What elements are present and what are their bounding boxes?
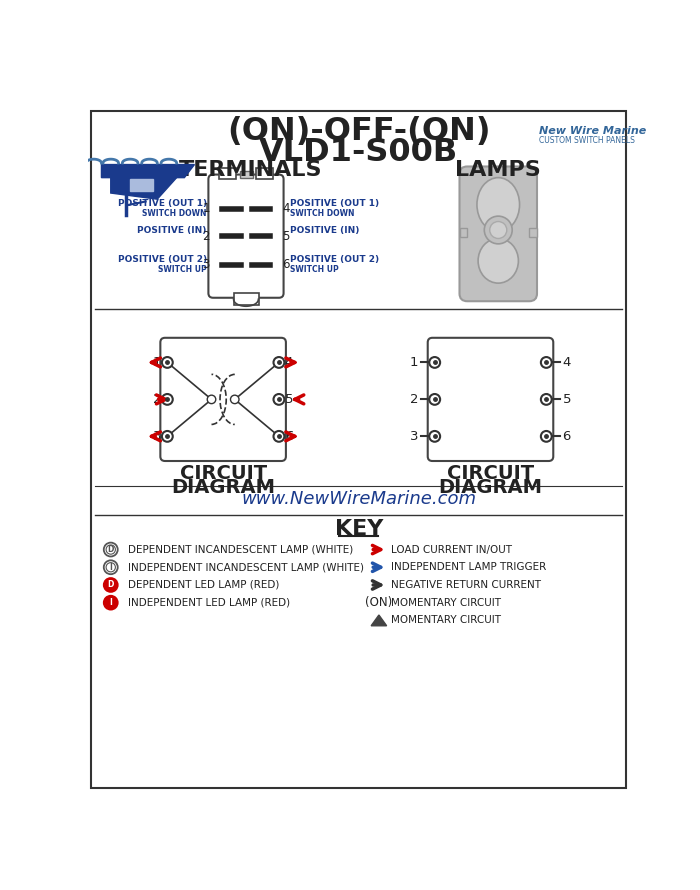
Text: MOMENTARY CIRCUIT: MOMENTARY CIRCUIT — [391, 615, 501, 626]
Circle shape — [104, 561, 118, 574]
Text: 2: 2 — [202, 230, 210, 243]
Text: CIRCUIT: CIRCUIT — [180, 464, 267, 482]
Circle shape — [429, 357, 440, 368]
Text: SWITCH UP: SWITCH UP — [158, 264, 207, 274]
Text: KEY: KEY — [335, 519, 383, 538]
Circle shape — [274, 431, 284, 441]
Text: LAMPS: LAMPS — [456, 160, 541, 180]
Circle shape — [230, 395, 239, 404]
Text: 6: 6 — [282, 258, 290, 271]
Circle shape — [106, 598, 116, 607]
Text: D: D — [108, 580, 114, 589]
Text: POSITIVE (OUT 1): POSITIVE (OUT 1) — [290, 199, 379, 208]
Circle shape — [429, 394, 440, 405]
Text: 3: 3 — [202, 258, 210, 271]
FancyBboxPatch shape — [240, 171, 253, 178]
FancyBboxPatch shape — [130, 179, 153, 191]
Text: INDEPENDENT LAMP TRIGGER: INDEPENDENT LAMP TRIGGER — [391, 562, 547, 572]
FancyBboxPatch shape — [256, 168, 273, 179]
Text: INDEPENDENT LED LAMP (RED): INDEPENDENT LED LAMP (RED) — [128, 598, 290, 608]
Text: SWITCH UP: SWITCH UP — [290, 264, 339, 274]
Ellipse shape — [477, 178, 519, 231]
Text: SWITCH DOWN: SWITCH DOWN — [290, 209, 354, 218]
Text: 4: 4 — [285, 356, 293, 369]
Text: CIRCUIT: CIRCUIT — [447, 464, 534, 482]
Circle shape — [162, 431, 173, 441]
Text: (ON)-OFF-(ON): (ON)-OFF-(ON) — [227, 116, 491, 147]
FancyBboxPatch shape — [459, 166, 537, 301]
Circle shape — [106, 545, 116, 554]
Text: 3: 3 — [410, 430, 419, 443]
Text: MOMENTARY CIRCUIT: MOMENTARY CIRCUIT — [391, 598, 501, 608]
Circle shape — [162, 357, 173, 368]
Text: 4: 4 — [563, 356, 571, 369]
Circle shape — [490, 222, 507, 239]
Text: POSITIVE (IN): POSITIVE (IN) — [290, 226, 359, 235]
Circle shape — [207, 395, 216, 404]
Text: 5: 5 — [563, 392, 571, 406]
Circle shape — [104, 543, 118, 556]
Text: CUSTOM SWITCH PANELS: CUSTOM SWITCH PANELS — [538, 136, 634, 145]
Circle shape — [274, 394, 284, 405]
Circle shape — [106, 580, 116, 589]
Text: 1: 1 — [202, 202, 210, 215]
Text: I: I — [109, 562, 112, 571]
FancyBboxPatch shape — [529, 228, 537, 237]
Text: 2: 2 — [153, 392, 162, 406]
Text: INDEPENDENT INCANDESCENT LAMP (WHITE): INDEPENDENT INCANDESCENT LAMP (WHITE) — [128, 562, 364, 572]
FancyBboxPatch shape — [234, 293, 259, 305]
FancyBboxPatch shape — [219, 168, 237, 179]
Text: TERMINALS: TERMINALS — [178, 160, 322, 180]
Text: DEPENDENT LED LAMP (RED): DEPENDENT LED LAMP (RED) — [128, 580, 279, 590]
Polygon shape — [111, 178, 176, 199]
Text: POSITIVE (OUT 1): POSITIVE (OUT 1) — [118, 199, 207, 208]
Text: I: I — [109, 598, 112, 607]
Text: (ON): (ON) — [365, 596, 393, 609]
Polygon shape — [102, 165, 195, 178]
Text: 5: 5 — [282, 230, 289, 243]
Text: SWITCH DOWN: SWITCH DOWN — [142, 209, 207, 218]
Text: 4: 4 — [282, 202, 290, 215]
Circle shape — [484, 216, 512, 244]
Circle shape — [541, 394, 552, 405]
FancyBboxPatch shape — [92, 110, 626, 789]
FancyBboxPatch shape — [160, 338, 286, 461]
Text: POSITIVE (IN): POSITIVE (IN) — [137, 226, 207, 235]
Text: 6: 6 — [285, 430, 293, 443]
Text: www.NewWireMarine.com: www.NewWireMarine.com — [241, 490, 476, 508]
Text: D: D — [108, 545, 114, 554]
FancyBboxPatch shape — [459, 228, 468, 237]
Text: 3: 3 — [153, 430, 162, 443]
Circle shape — [541, 431, 552, 441]
Circle shape — [104, 595, 118, 610]
Text: 2: 2 — [410, 392, 419, 406]
Text: DIAGRAM: DIAGRAM — [438, 478, 542, 497]
Text: NEGATIVE RETURN CURRENT: NEGATIVE RETURN CURRENT — [391, 580, 541, 590]
Text: 6: 6 — [563, 430, 571, 443]
Text: LOAD CURRENT IN/OUT: LOAD CURRENT IN/OUT — [391, 545, 512, 554]
Text: DIAGRAM: DIAGRAM — [171, 478, 275, 497]
Text: New Wire Marine: New Wire Marine — [538, 126, 646, 136]
Text: POSITIVE (OUT 2): POSITIVE (OUT 2) — [118, 255, 207, 263]
Text: 1: 1 — [410, 356, 419, 369]
Circle shape — [104, 578, 118, 592]
Ellipse shape — [478, 239, 519, 283]
Circle shape — [162, 394, 173, 405]
FancyBboxPatch shape — [209, 174, 284, 298]
Polygon shape — [371, 615, 386, 626]
Circle shape — [274, 357, 284, 368]
Text: 1: 1 — [153, 356, 162, 369]
Text: POSITIVE (OUT 2): POSITIVE (OUT 2) — [290, 255, 379, 263]
Text: DEPENDENT INCANDESCENT LAMP (WHITE): DEPENDENT INCANDESCENT LAMP (WHITE) — [128, 545, 353, 554]
Circle shape — [541, 357, 552, 368]
FancyBboxPatch shape — [428, 338, 553, 461]
Text: 5: 5 — [285, 392, 293, 406]
Text: VLD1-S00B: VLD1-S00B — [259, 137, 458, 168]
Circle shape — [429, 431, 440, 441]
Circle shape — [106, 562, 116, 572]
